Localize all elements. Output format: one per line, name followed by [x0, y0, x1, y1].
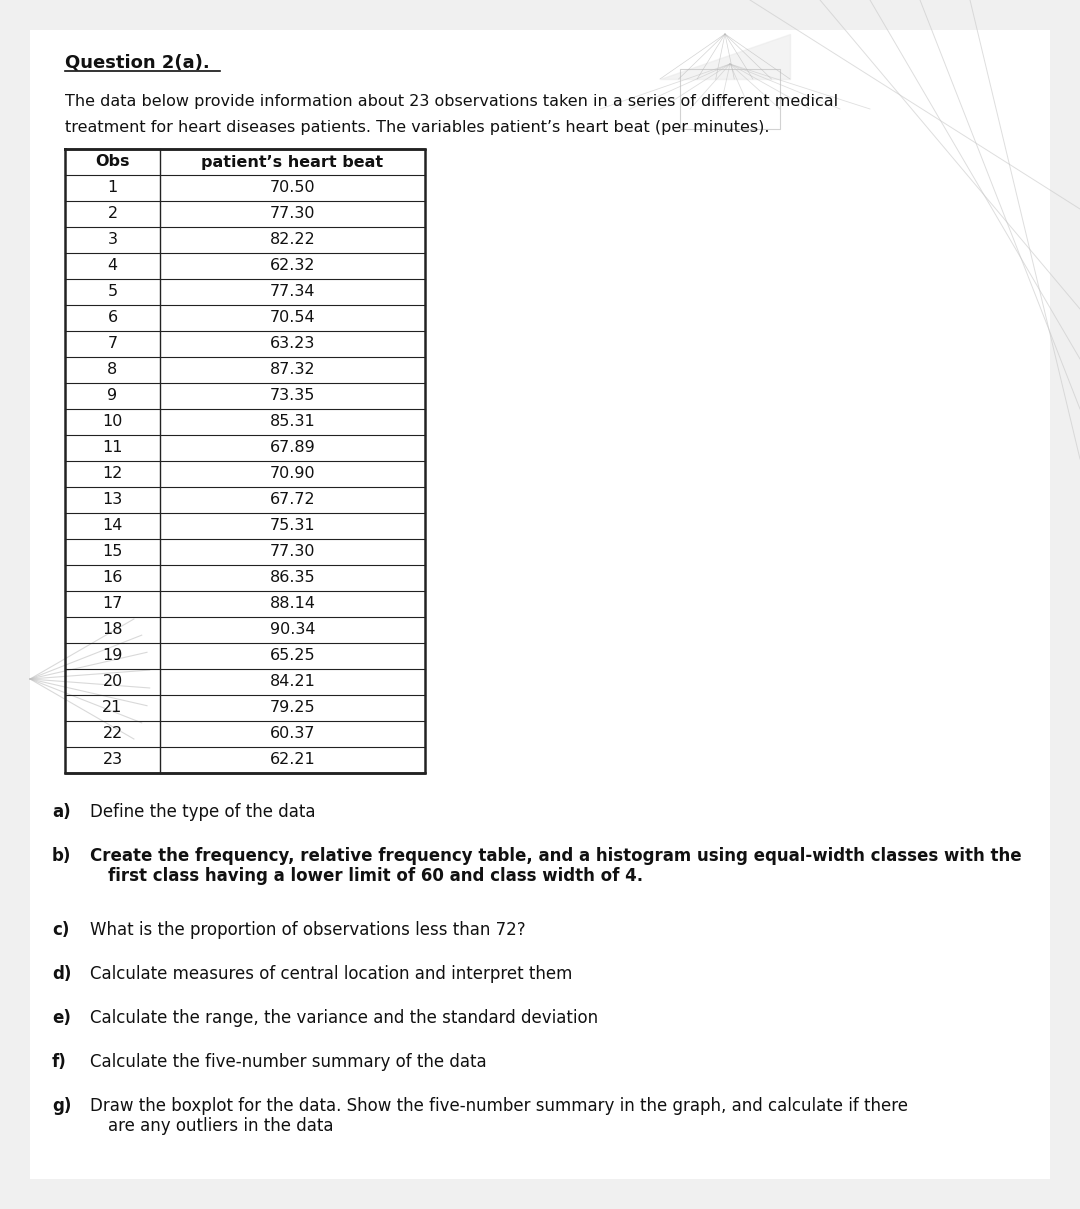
Text: b): b) — [52, 848, 71, 864]
Text: 13: 13 — [103, 492, 123, 508]
Text: Question 2(a).: Question 2(a). — [65, 54, 210, 73]
Text: 70.54: 70.54 — [270, 311, 315, 325]
Text: 4: 4 — [107, 259, 118, 273]
Text: 79.25: 79.25 — [270, 700, 315, 716]
Text: 87.32: 87.32 — [270, 363, 315, 377]
Text: 70.90: 70.90 — [270, 467, 315, 481]
Text: Obs: Obs — [95, 155, 130, 169]
Bar — [65, 149, 426, 773]
Text: 5: 5 — [107, 284, 118, 300]
Text: Calculate the five-number summary of the data: Calculate the five-number summary of the… — [90, 1053, 487, 1071]
Text: 6: 6 — [107, 311, 118, 325]
Text: 86.35: 86.35 — [270, 571, 315, 585]
Text: 88.14: 88.14 — [270, 596, 315, 612]
Text: 19: 19 — [103, 648, 123, 664]
Text: 16: 16 — [103, 571, 123, 585]
Text: first class having a lower limit of 60 and class width of 4.: first class having a lower limit of 60 a… — [108, 867, 643, 885]
Text: 12: 12 — [103, 467, 123, 481]
Text: c): c) — [52, 921, 69, 939]
Text: 14: 14 — [103, 519, 123, 533]
Text: 10: 10 — [103, 415, 123, 429]
Text: 7: 7 — [107, 336, 118, 352]
Text: 77.34: 77.34 — [270, 284, 315, 300]
Text: 73.35: 73.35 — [270, 388, 315, 404]
Text: 67.89: 67.89 — [270, 440, 315, 456]
Text: 8: 8 — [107, 363, 118, 377]
Text: treatment for heart diseases patients. The variables patient’s heart beat (per m: treatment for heart diseases patients. T… — [65, 120, 769, 135]
Text: 62.32: 62.32 — [270, 259, 315, 273]
Text: Define the type of the data: Define the type of the data — [90, 803, 315, 821]
Text: 21: 21 — [103, 700, 123, 716]
Text: 17: 17 — [103, 596, 123, 612]
Text: 77.30: 77.30 — [270, 207, 315, 221]
Text: 85.31: 85.31 — [270, 415, 315, 429]
Text: Draw the boxplot for the data. Show the five-number summary in the graph, and ca: Draw the boxplot for the data. Show the … — [90, 1097, 908, 1115]
Text: f): f) — [52, 1053, 67, 1071]
Text: 20: 20 — [103, 675, 123, 689]
Text: 3: 3 — [108, 232, 118, 248]
Text: Create the frequency, relative frequency table, and a histogram using equal-widt: Create the frequency, relative frequency… — [90, 848, 1022, 864]
Text: 60.37: 60.37 — [270, 727, 315, 741]
Text: 82.22: 82.22 — [270, 232, 315, 248]
Text: 70.50: 70.50 — [270, 180, 315, 196]
Text: d): d) — [52, 965, 71, 983]
Text: 63.23: 63.23 — [270, 336, 315, 352]
Text: 18: 18 — [103, 623, 123, 637]
Text: Calculate the range, the variance and the standard deviation: Calculate the range, the variance and th… — [90, 1010, 598, 1026]
Text: patient’s heart beat: patient’s heart beat — [202, 155, 383, 169]
Text: 75.31: 75.31 — [270, 519, 315, 533]
Text: 77.30: 77.30 — [270, 544, 315, 560]
Text: 22: 22 — [103, 727, 123, 741]
Text: 84.21: 84.21 — [270, 675, 315, 689]
Text: Calculate measures of central location and interpret them: Calculate measures of central location a… — [90, 965, 572, 983]
Text: What is the proportion of observations less than 72?: What is the proportion of observations l… — [90, 921, 526, 939]
Text: 23: 23 — [103, 752, 122, 768]
Text: 2: 2 — [107, 207, 118, 221]
Text: are any outliers in the data: are any outliers in the data — [108, 1117, 334, 1135]
Text: 9: 9 — [107, 388, 118, 404]
Text: 11: 11 — [103, 440, 123, 456]
Text: g): g) — [52, 1097, 71, 1115]
Text: a): a) — [52, 803, 70, 821]
Text: 67.72: 67.72 — [270, 492, 315, 508]
Text: e): e) — [52, 1010, 71, 1026]
Text: 90.34: 90.34 — [270, 623, 315, 637]
Text: 1: 1 — [107, 180, 118, 196]
Polygon shape — [660, 34, 789, 79]
Text: The data below provide information about 23 observations taken in a series of di: The data below provide information about… — [65, 94, 838, 109]
Text: 65.25: 65.25 — [270, 648, 315, 664]
Text: 15: 15 — [103, 544, 123, 560]
Text: 62.21: 62.21 — [270, 752, 315, 768]
